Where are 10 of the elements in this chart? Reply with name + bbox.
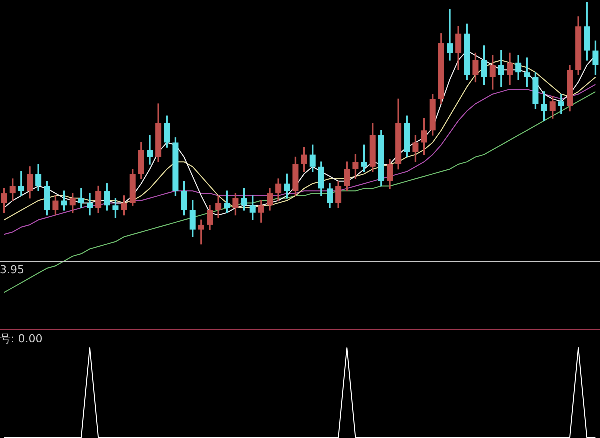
candlestick (147, 135, 153, 165)
candlestick (87, 193, 93, 216)
candlestick (558, 94, 564, 114)
candlestick (198, 220, 204, 245)
text: 3.95 (0, 264, 24, 277)
candlestick (498, 50, 504, 88)
candlestick (78, 188, 84, 208)
candlestick (447, 9, 453, 61)
text: 号: 0.00 (0, 332, 43, 346)
candlestick (18, 171, 24, 196)
